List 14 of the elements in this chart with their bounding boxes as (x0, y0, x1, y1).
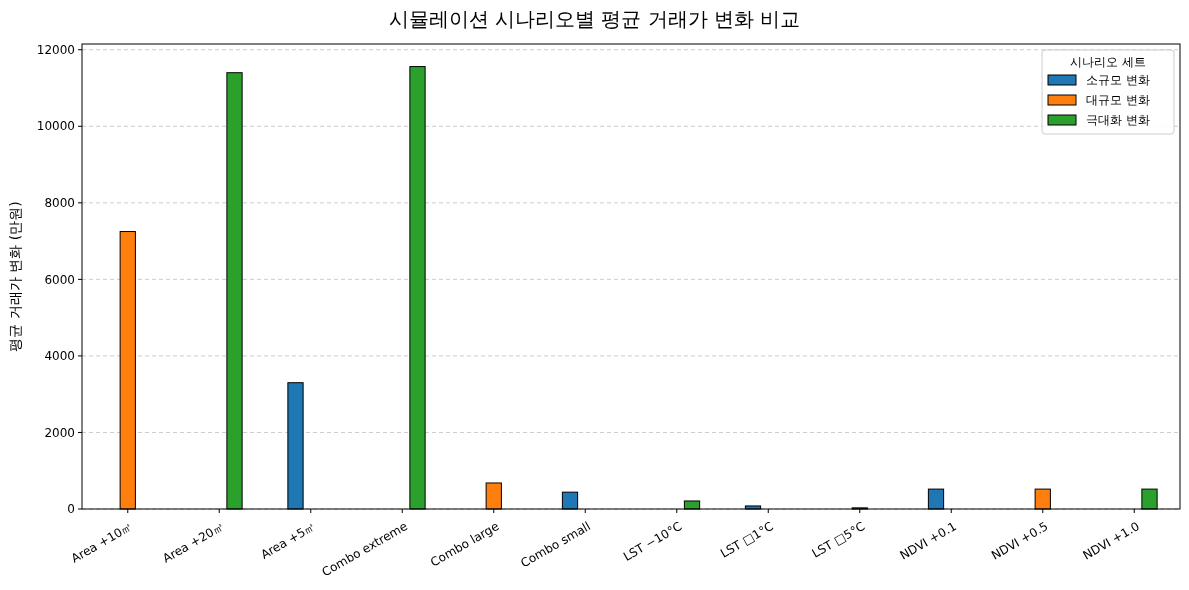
y-tick-label: 0 (67, 502, 75, 517)
y-tick-label: 10000 (36, 119, 75, 134)
legend-label: 극대화 변화 (1086, 113, 1150, 128)
legend-title: 시나리오 세트 (1070, 55, 1146, 69)
y-tick-label: 2000 (44, 425, 75, 440)
x-tick-label: Area +5㎡ (258, 519, 319, 562)
y-tick-label: 12000 (36, 42, 75, 57)
y-tick-label: 8000 (44, 196, 75, 211)
y-tick-label: 6000 (44, 272, 75, 287)
legend-label: 대규모 변화 (1086, 93, 1150, 108)
chart-title: 시뮬레이션 시나리오별 평균 거래가 변화 비교 (388, 7, 801, 31)
legend-label: 소규모 변화 (1086, 73, 1150, 88)
y-tick-label: 4000 (44, 349, 75, 364)
y-axis-title: 평균 거래가 변화 (만원) (7, 201, 23, 352)
